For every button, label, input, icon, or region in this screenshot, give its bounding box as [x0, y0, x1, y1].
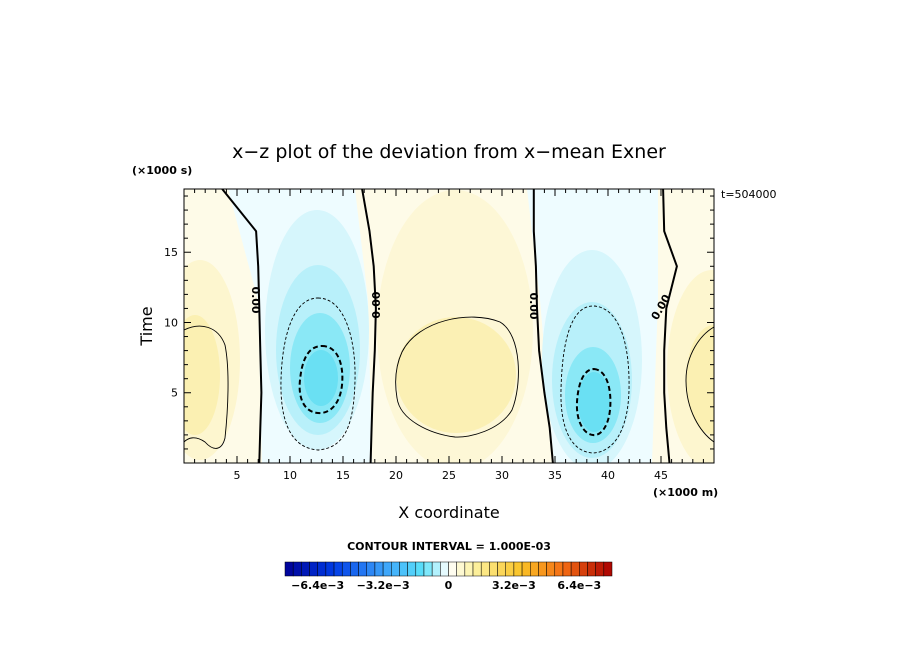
colorbar-cell [333, 561, 343, 577]
colorbar-cell [472, 561, 482, 577]
zero-contour-2 [361, 189, 377, 463]
colorbar-cell [415, 561, 425, 577]
colorbar-cell [562, 561, 572, 577]
x-tick-label: 35 [548, 469, 562, 482]
east-min-contour-outer [560, 305, 630, 454]
x-tick-label: 15 [336, 469, 350, 482]
colorbar-cell [317, 561, 327, 577]
x-unit-label: (×1000 m) [653, 486, 718, 499]
colorbar-cell [603, 561, 613, 577]
colorbar-cell [513, 561, 523, 577]
colorbar-cell [505, 561, 515, 577]
y-unit-label: (×1000 s) [132, 164, 192, 177]
colorbar-cell [456, 561, 466, 577]
east-min-contour-inner [575, 367, 612, 437]
zero-contour-label-3: 0.00 [527, 292, 540, 319]
x-tick-label: 30 [495, 469, 509, 482]
right-warm-inner [686, 325, 714, 435]
colorbar-cell [448, 561, 457, 577]
colorbar-cell [358, 561, 368, 577]
contour-interval-label: CONTOUR INTERVAL = 1.000E-03 [347, 540, 551, 553]
colorbar-cell [382, 561, 392, 577]
colorbar-tick-label: 6.4e−3 [557, 579, 601, 592]
zero-contour-4 [662, 189, 678, 463]
colorbar-cell [579, 561, 588, 577]
colorbar-cell [570, 561, 580, 577]
colorbar-cell [407, 561, 417, 577]
right-max-contour [685, 326, 714, 443]
colorbar-tick-label: −3.2e−3 [357, 579, 410, 592]
west-cool-center [304, 350, 338, 406]
chart-title: x−z plot of the deviation from x−mean Ex… [232, 141, 666, 163]
left-max-contour [184, 325, 229, 449]
colorbar-cell [309, 561, 318, 577]
y-tick-label: 10 [164, 316, 178, 329]
colorbar: −6.4e−3 −3.2e−3 0 3.2e−3 6.4e−3 [284, 561, 613, 592]
colorbar-tick-label: −6.4e−3 [291, 579, 344, 592]
y-tick-label: 5 [171, 387, 178, 400]
x-tick-label: 10 [283, 469, 297, 482]
x-tick-label: 45 [654, 469, 668, 482]
colorbar-cell [292, 561, 302, 577]
colorbar-cell [497, 561, 506, 577]
colorbar-cell [366, 561, 376, 577]
time-stamp-label: t=504000 [721, 188, 777, 201]
colorbar-cell [350, 561, 359, 577]
colorbar-cell [431, 561, 441, 577]
east-cool-center [578, 372, 610, 432]
colorbar-cell [480, 561, 490, 577]
colorbar-cell [464, 561, 474, 577]
x-tick-label: 25 [442, 469, 456, 482]
colorbar-tick-label: 0 [445, 579, 453, 592]
zero-contours [221, 189, 678, 463]
colorbar-cell [587, 561, 596, 577]
colorbar-cell [391, 561, 400, 577]
colorbar-cell [325, 561, 335, 577]
colorbar-cell [399, 561, 408, 577]
colorbar-cell [521, 561, 531, 577]
filled-contour-field [184, 189, 714, 463]
colorbar-cell [546, 561, 556, 577]
colorbar-cell [538, 561, 547, 577]
axis-ticks: 5 10 15 20 25 30 35 40 45 5 10 15 [164, 189, 714, 482]
x-tick-label: 20 [389, 469, 403, 482]
zero-contour-label-1: 0.00 [249, 286, 262, 313]
west-min-contour-inner [298, 344, 344, 415]
colorbar-cell [530, 561, 539, 577]
central-max-contour [395, 316, 519, 438]
zero-contour-label-2: 0.00 [370, 291, 383, 318]
x-tick-label: 5 [234, 469, 241, 482]
colorbar-cell [374, 561, 384, 577]
colorbar-cell [301, 561, 310, 577]
central-warm-inner [396, 317, 516, 433]
colorbar-cell [595, 561, 605, 577]
colorbar-cell [423, 561, 433, 577]
x-tick-label: 40 [601, 469, 615, 482]
west-min-contour-outer [280, 297, 356, 451]
colorbar-cell [341, 561, 351, 577]
y-tick-label: 15 [164, 246, 178, 259]
colorbar-cell [440, 561, 449, 577]
colorbar-cell [284, 561, 294, 577]
x-axis-label: X coordinate [398, 503, 499, 522]
colorbar-cell [554, 561, 564, 577]
left-warm-inner [184, 315, 220, 435]
colorbar-tick-label: 3.2e−3 [492, 579, 536, 592]
y-axis-label: Time [137, 306, 156, 346]
colorbar-cell [489, 561, 498, 577]
zero-contour-1 [221, 189, 263, 463]
zero-contour-3 [532, 189, 554, 463]
